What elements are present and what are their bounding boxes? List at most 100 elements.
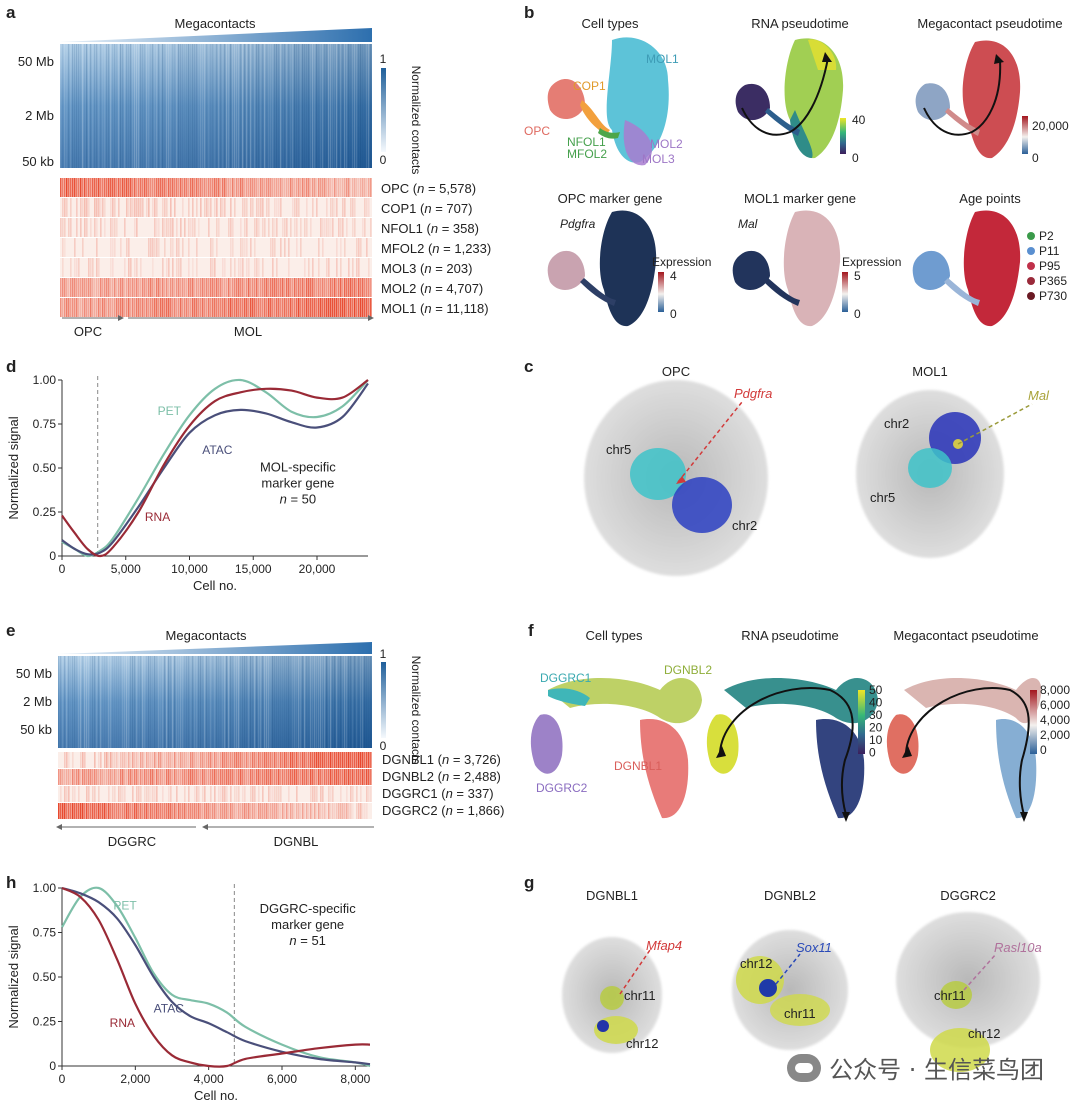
celltype-row-tick <box>170 752 172 768</box>
celltype-row-tick <box>166 218 168 237</box>
celltype-row-tick <box>84 298 86 317</box>
heatmap-texture-line <box>204 44 206 168</box>
celltype-row-tick <box>154 786 156 802</box>
heatmap-texture-line <box>154 656 156 748</box>
celltype-row-tick <box>354 218 356 237</box>
celltype-row-tick <box>186 298 188 317</box>
celltype-row-tick <box>68 218 70 237</box>
celltype-row-tick <box>142 178 144 197</box>
heatmap-texture-line <box>270 656 272 748</box>
celltype-row-tick <box>80 752 82 768</box>
celltype-row-tick <box>194 803 196 819</box>
celltype-row-tick <box>190 178 192 197</box>
celltype-row-tick <box>242 258 244 277</box>
heatmap-texture-line <box>262 44 264 168</box>
celltype-row-tick <box>248 752 250 768</box>
celltype-row-tick <box>106 178 108 197</box>
series-line-atac <box>61 382 369 556</box>
celltype-row-tick <box>188 786 190 802</box>
celltype-row-tick <box>122 752 124 768</box>
celltype-row-tick <box>348 278 350 297</box>
celltype-row-tick <box>220 752 222 768</box>
celltype-row-tick <box>360 278 362 297</box>
celltype-row-tick <box>300 178 302 197</box>
heatmap-texture-line <box>332 44 334 168</box>
celltype-row-tick <box>62 298 64 317</box>
heatmap-texture-line <box>100 44 102 168</box>
celltype-row-tick <box>270 752 272 768</box>
celltype-row-tick <box>74 786 76 802</box>
celltype-row-tick <box>316 198 318 217</box>
celltype-row-tick <box>196 752 198 768</box>
celltype-row-tick <box>336 278 338 297</box>
celltype-row-tick <box>248 278 250 297</box>
celltype-row-tick <box>100 769 102 785</box>
celltype-row-tick <box>306 198 308 217</box>
heatmap-texture-line <box>356 656 358 748</box>
heatmap-texture-line <box>296 44 298 168</box>
panel-e-header: Megacontacts <box>166 628 247 643</box>
celltype-row-tick <box>328 178 330 197</box>
celltype-row-tick <box>364 298 366 317</box>
celltype-row-tick <box>282 278 284 297</box>
panel-g-globule-1 <box>562 937 662 1053</box>
celltype-row-tick <box>288 803 290 819</box>
heatmap-texture-line <box>320 656 322 748</box>
heatmap-texture-line <box>306 44 308 168</box>
celltype-row-tick <box>356 298 358 317</box>
heatmap-texture-line <box>230 44 232 168</box>
celltype-row-tick <box>276 218 278 237</box>
celltype-row-tick <box>72 278 74 297</box>
celltype-row-tick <box>348 258 350 277</box>
celltype-row-tick <box>172 238 174 257</box>
heatmap-texture-line <box>348 656 350 748</box>
celltype-row-tick <box>232 218 234 237</box>
celltype-row-tick <box>324 178 326 197</box>
celltype-row-tick <box>188 278 190 297</box>
celltype-row-tick <box>368 178 370 197</box>
heatmap-texture-line <box>308 656 310 748</box>
celltype-row-tick <box>92 769 94 785</box>
celltype-row-bg <box>58 786 372 802</box>
celltype-row-tick <box>244 752 246 768</box>
celltype-row-tick <box>290 803 292 819</box>
celltype-row-tick <box>266 278 268 297</box>
heatmap-texture-line <box>244 44 246 168</box>
celltype-row-tick <box>132 769 134 785</box>
celltype-row-tick <box>278 278 280 297</box>
heatmap-texture-line <box>132 44 134 168</box>
celltype-row-tick <box>70 178 72 197</box>
celltype-row-tick <box>110 218 112 237</box>
heatmap-texture-line <box>84 44 86 168</box>
celltype-row-tick <box>134 769 136 785</box>
celltype-row-tick <box>138 178 140 197</box>
celltype-row-tick <box>136 218 138 237</box>
heatmap-texture-line <box>70 44 72 168</box>
celltype-row-tick <box>148 298 150 317</box>
celltype-row-tick <box>274 752 276 768</box>
celltype-row-tick <box>82 769 84 785</box>
heatmap-texture-line <box>356 44 358 168</box>
celltype-row-tick <box>206 298 208 317</box>
celltype-row-tick <box>154 298 156 317</box>
celltype-row-tick <box>364 803 366 819</box>
heatmap-texture-line <box>112 44 114 168</box>
celltype-row-tick <box>82 278 84 297</box>
heatmap-texture-line <box>188 656 190 748</box>
celltype-row-tick <box>234 786 236 802</box>
celltype-row-tick <box>242 238 244 257</box>
celltype-row-tick <box>156 178 158 197</box>
heatmap-texture-line <box>102 44 104 168</box>
heatmap-texture-line <box>86 656 88 748</box>
celltype-row-tick <box>100 218 102 237</box>
celltype-row-tick <box>338 803 340 819</box>
celltype-row-tick <box>330 198 332 217</box>
celltype-row-tick <box>164 769 166 785</box>
celltype-row-tick <box>252 298 254 317</box>
panel-b-celllabel-mol1: MOL1 <box>646 52 679 66</box>
age-legend-label: P95 <box>1039 259 1061 273</box>
celltype-row-tick <box>72 803 74 819</box>
celltype-row-tick <box>274 298 276 317</box>
celltype-row-tick <box>244 769 246 785</box>
heatmap-texture-line <box>366 44 368 168</box>
